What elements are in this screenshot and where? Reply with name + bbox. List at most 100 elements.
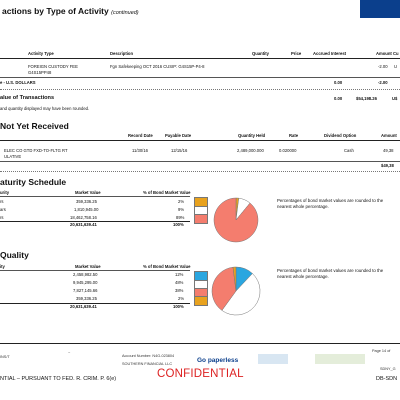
quality-pct: 48%	[175, 280, 184, 285]
activity-amount-suffix: U	[394, 64, 398, 69]
income-total: $49,38	[381, 163, 394, 168]
legend-swatch	[194, 214, 208, 224]
maturity-pie-chart	[213, 197, 259, 243]
ins-code: INS/T	[0, 355, 10, 359]
col-amount: Amount	[381, 133, 397, 138]
activity-description: Fgn Safekeeping OCT 2016 CUSIP: G4S15P-P…	[110, 64, 205, 69]
bank-logo	[360, 0, 400, 18]
rounding-note: and quantity displayed may have been rou…	[0, 106, 90, 111]
quality-value: 359,336.25	[76, 296, 97, 301]
transactions-total-accrued: 0.00	[334, 96, 343, 101]
maturity-value: 1,810,945.00	[74, 207, 99, 212]
quality-pct: 12%	[175, 272, 184, 277]
pie-slice	[221, 273, 261, 316]
maturity-total-pct: 100%	[173, 222, 184, 227]
divider	[0, 196, 190, 197]
maturity-pct: 2%	[178, 199, 185, 204]
col-market-value: Market Value	[75, 190, 101, 195]
transactions-total-label: alue of Transactions	[0, 95, 55, 101]
maturity-value: 359,336.25	[76, 199, 97, 204]
quality-value: 2,458,982.50	[73, 272, 98, 277]
maturity-note: Percentages of bond market values are ro…	[277, 198, 384, 209]
divider	[0, 303, 190, 304]
section-title-not-received: Not Yet Received	[0, 121, 69, 131]
col-pct-bond-value: % of Bond Market Value	[143, 264, 191, 269]
col-description: Description	[110, 51, 134, 56]
activity-cusip: G4S15PP48	[28, 70, 52, 75]
maturity-total-value: 20,631,639.41	[70, 222, 97, 227]
quality-value: 9,945,295.00	[73, 280, 98, 285]
security-name: ELEC CO GTD FXD-TO-FLTG RT	[4, 148, 68, 153]
col-payable-date: Payable Date	[165, 133, 192, 138]
activity-type: FOREIGN CUSTODY FEE	[28, 64, 78, 69]
pie-slice	[232, 266, 237, 292]
confidential-stamp: CONFIDENTIAL	[157, 368, 244, 380]
maturity-label: rs	[0, 215, 4, 220]
legend-swatch	[194, 296, 208, 306]
maturity-label: rs	[0, 199, 4, 204]
quantity-held: 2,489,000.000	[237, 148, 264, 153]
bates-number: DB-SDN	[376, 376, 398, 382]
dividend-option: Cash	[344, 148, 354, 153]
maturity-pct: 89%	[176, 215, 185, 220]
divider	[0, 77, 400, 78]
bank-name: SOUTHERN FINANCIAL LLC	[122, 362, 173, 366]
divider	[0, 270, 190, 271]
col-rate: Rate	[289, 133, 299, 138]
quality-pie-chart	[211, 266, 261, 316]
subtotal-amount: -2.00	[378, 80, 388, 85]
award-badge	[315, 354, 365, 364]
document-code: SDNY_G	[380, 367, 396, 371]
col-quantity-held: Quantity Held	[238, 133, 266, 138]
subtotal-label: e - U.S. DOLLARS	[0, 80, 36, 85]
section-title-transactions: actions by Type of Activity (continued)	[2, 6, 139, 16]
transactions-total-suffix: U$	[392, 96, 398, 101]
security-name-cont: ULATIVE	[4, 154, 22, 159]
divider	[0, 58, 400, 59]
col-record-date: Record Date	[128, 133, 153, 138]
quality-pct: 2%	[178, 296, 185, 301]
divider	[0, 89, 400, 90]
divider	[0, 171, 400, 172]
col-price: Price	[291, 51, 302, 56]
quality-total-value: 20,631,639.41	[70, 304, 97, 309]
divider	[0, 161, 400, 162]
quality-pct: 38%	[175, 288, 184, 293]
maturity-pct: 9%	[178, 207, 185, 212]
col-quantity: Quantity	[252, 51, 269, 56]
signature-mark: ~	[68, 351, 71, 355]
quality-total-pct: 100%	[173, 304, 184, 309]
go-paperless: Go paperless	[197, 357, 239, 364]
page-number: Page 14 of	[372, 349, 391, 353]
rate: 0.020000	[279, 148, 297, 153]
quality-note: Percentages of bond market values are ro…	[277, 268, 384, 279]
col-quality: ity	[0, 264, 5, 269]
income-amount: 49,38	[383, 148, 394, 153]
divider	[0, 140, 400, 141]
transactions-total-amount: $54,198.26	[356, 96, 377, 101]
pie-slice	[213, 197, 259, 243]
divider	[0, 221, 190, 222]
col-market-value: Market Value	[75, 264, 101, 269]
col-activity-type: Activity Type	[28, 51, 54, 56]
col-pct-bond-value: % of Bond Market Value	[143, 190, 191, 195]
maturity-label: ars	[0, 207, 6, 212]
col-dividend-option: Dividend Option	[324, 133, 357, 138]
col-maturity: urity	[0, 190, 10, 195]
col-accrued-interest: Accrued Interest	[313, 51, 347, 56]
col-amount: Amount Cu	[376, 51, 399, 56]
pie-slice	[211, 266, 237, 311]
award-badge	[258, 354, 288, 364]
section-title-quality: Quality	[0, 250, 29, 260]
activity-amount: -2.00	[378, 64, 388, 69]
section-title-maturity: aturity Schedule	[0, 177, 67, 187]
divider	[0, 343, 400, 344]
confidential-notice: NTIAL – PURSUANT TO FED. R. CRIM. P. 6(e…	[0, 376, 117, 382]
account-number: Account Number: N4G-023804	[122, 354, 175, 358]
quality-value: 7,827,145.66	[73, 288, 98, 293]
payable-date: 12/15/16	[171, 148, 188, 153]
subtotal-accrued: 0.00	[334, 80, 343, 85]
title-note: (continued)	[111, 10, 139, 16]
record-date: 11/30/16	[132, 148, 148, 153]
maturity-value: 18,462,758.16	[70, 215, 97, 220]
